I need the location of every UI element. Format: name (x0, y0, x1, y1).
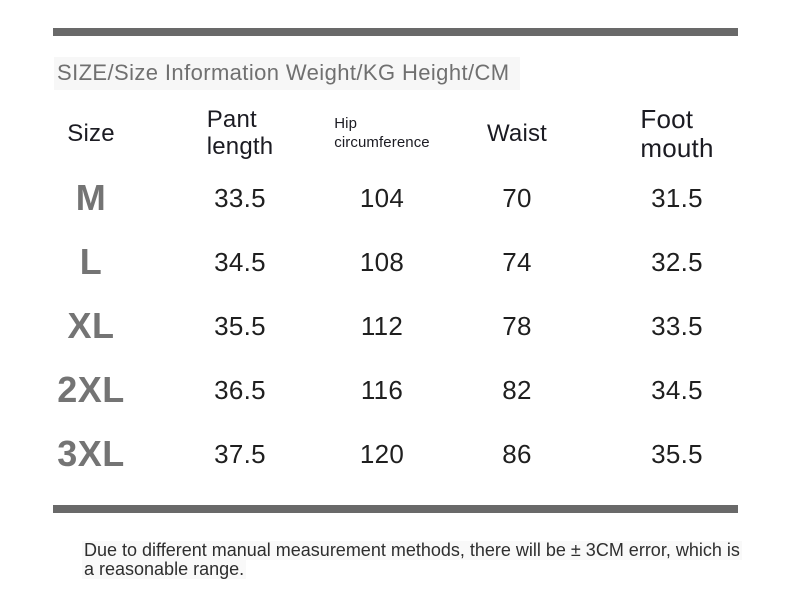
column-header-waist: Waist (466, 102, 568, 166)
top-divider (53, 28, 738, 36)
size-label-2xl: 2XL (57, 369, 125, 410)
value-3xl-waist: 86 (502, 438, 532, 469)
value-3xl-pant-length: 37.5 (214, 438, 266, 469)
column-header-size: Size (0, 102, 182, 166)
column-header-hip-circumference-label: Hip circumference (334, 115, 430, 151)
value-l-waist: 74 (502, 246, 532, 277)
bottom-divider (53, 505, 738, 513)
column-header-pant-length: Pant length (182, 102, 298, 166)
value-l-foot-mouth: 32.5 (651, 246, 703, 277)
measurement-note-line-2: a reasonable range. (82, 559, 247, 579)
value-2xl-waist: 82 (502, 374, 532, 405)
column-header-foot-mouth-label: Foot mouth (640, 103, 714, 163)
value-l-hip: 108 (359, 246, 405, 277)
size-label-l: L (79, 241, 103, 282)
column-header-size-label: Size (67, 119, 115, 147)
value-xl-hip: 112 (360, 310, 404, 341)
measurement-note: Due to different manual measurement meth… (82, 541, 742, 579)
value-xl-pant-length: 35.5 (214, 310, 266, 341)
size-label-xl: XL (67, 305, 115, 346)
size-table: Size Pant length Hip circumference Waist… (0, 102, 786, 486)
value-2xl-pant-length: 36.5 (214, 374, 266, 405)
size-label-3xl: 3XL (57, 433, 125, 474)
value-m-pant-length: 33.5 (214, 182, 266, 213)
value-2xl-hip: 116 (360, 374, 404, 405)
value-3xl-foot-mouth: 35.5 (651, 438, 703, 469)
column-header-foot-mouth: Foot mouth (568, 102, 786, 166)
value-xl-foot-mouth: 33.5 (651, 310, 703, 341)
value-3xl-hip: 120 (359, 438, 405, 469)
value-m-foot-mouth: 31.5 (651, 182, 703, 213)
value-2xl-foot-mouth: 34.5 (651, 374, 703, 405)
value-m-waist: 70 (502, 182, 532, 213)
value-l-pant-length: 34.5 (214, 246, 266, 277)
value-m-hip: 104 (359, 182, 405, 213)
value-xl-waist: 78 (502, 310, 532, 341)
size-label-m: M (75, 177, 107, 218)
page-title: SIZE/Size Information Weight/KG Height/C… (54, 57, 520, 90)
column-header-waist-label: Waist (486, 119, 548, 147)
column-header-hip-circumference: Hip circumference (298, 102, 466, 166)
measurement-note-line-1: Due to different manual measurement meth… (82, 540, 742, 560)
column-header-pant-length-label: Pant length (206, 106, 274, 160)
